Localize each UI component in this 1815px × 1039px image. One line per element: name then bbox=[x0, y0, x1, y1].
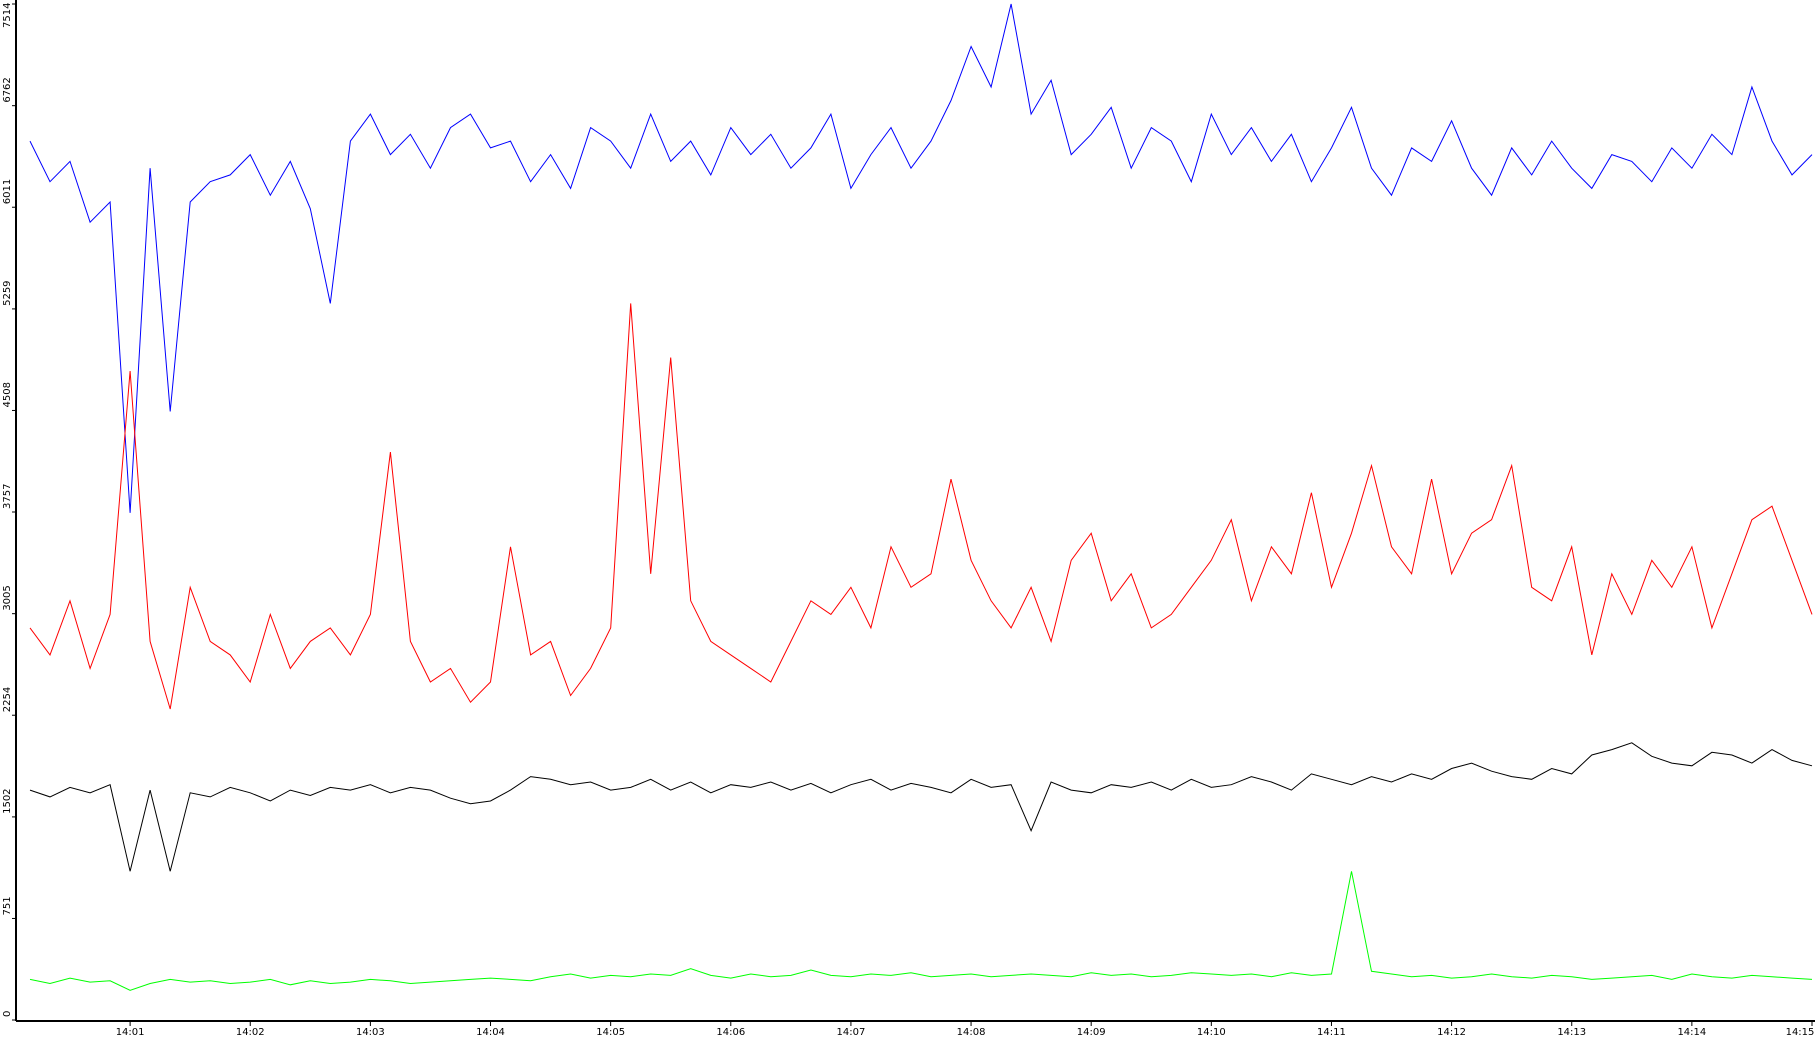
x-tick-label: 14:01 bbox=[116, 1027, 145, 1038]
x-tick-label: 14:15 bbox=[1786, 1027, 1815, 1038]
series-line bbox=[29, 871, 1813, 991]
x-tick-label: 14:11 bbox=[1317, 1027, 1346, 1038]
y-tick-label: 1502 bbox=[2, 788, 13, 813]
y-tick-label: 4508 bbox=[2, 382, 13, 407]
x-tick-label: 14:05 bbox=[596, 1027, 625, 1038]
x-tick-label: 14:07 bbox=[837, 1027, 866, 1038]
x-tick-label: 14:06 bbox=[716, 1027, 745, 1038]
y-tick-label: 6011 bbox=[2, 179, 13, 204]
y-tick-label: 3005 bbox=[2, 585, 13, 610]
series-line bbox=[29, 742, 1813, 872]
y-tick-label: 2254 bbox=[2, 687, 13, 712]
x-tick-label: 14:13 bbox=[1557, 1027, 1586, 1038]
y-tick-label: 0 bbox=[2, 1011, 13, 1017]
series-line bbox=[29, 3, 1813, 513]
x-tick-label: 14:08 bbox=[957, 1027, 986, 1038]
x-tick-label: 14:10 bbox=[1197, 1027, 1226, 1038]
x-tick-label: 14:12 bbox=[1437, 1027, 1466, 1038]
x-tick-label: 14:09 bbox=[1077, 1027, 1106, 1038]
y-tick-label: 7514 bbox=[2, 3, 13, 28]
x-tick-label: 14:04 bbox=[476, 1027, 505, 1038]
y-tick-label: 751 bbox=[2, 896, 13, 915]
series-line bbox=[29, 303, 1813, 710]
y-tick-label: 3757 bbox=[2, 484, 13, 509]
x-tick-label: 14:03 bbox=[356, 1027, 385, 1038]
y-tick-label: 6762 bbox=[2, 77, 13, 102]
x-tick-label: 14:14 bbox=[1677, 1027, 1706, 1038]
y-tick-label: 5259 bbox=[2, 280, 13, 305]
x-tick-label: 14:02 bbox=[236, 1027, 265, 1038]
